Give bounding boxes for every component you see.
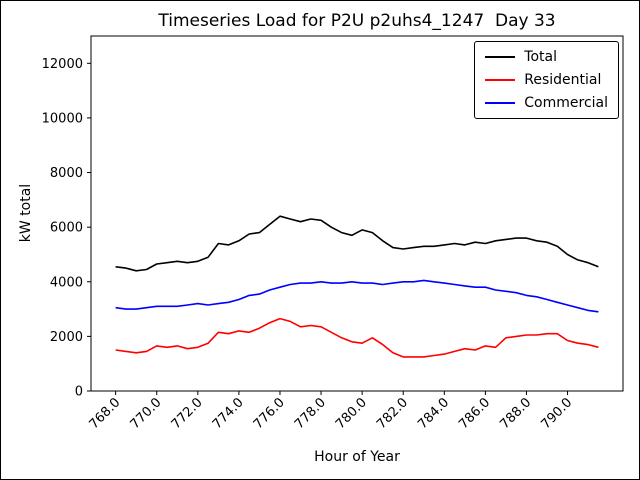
y-tick-label: 10000 [42,111,83,126]
axes-frame [90,35,624,392]
legend-line-sample [485,102,516,104]
y-tick-label: 6000 [50,221,83,236]
legend-label: Commercial [524,95,608,111]
x-tick-label: 772.0 [169,395,206,432]
legend-entry-total: Total [485,49,608,65]
y-tick-label: 12000 [42,57,83,72]
x-tick-label: 782.0 [374,395,411,432]
x-tick-label: 786.0 [456,395,493,432]
y-tick-label: 8000 [50,166,83,181]
series-line-residential [115,317,599,358]
series-line-total [115,215,599,272]
y-tick-label: 4000 [50,275,83,290]
x-tick-label: 778.0 [292,395,329,432]
legend-label: Total [524,49,557,65]
x-tick-label: 770.0 [128,395,165,432]
legend: Total Residential Commercial [474,41,619,119]
legend-label: Residential [524,72,602,88]
chart-title: Timeseries Load for P2U p2uhs4_1247 Day … [158,11,556,31]
x-tick-label: 788.0 [497,395,534,432]
x-tick-label: 780.0 [333,395,370,432]
legend-entry-residential: Residential [485,72,608,88]
legend-line-sample [485,79,516,81]
x-tick-label: 776.0 [251,395,288,432]
series-line-commercial [115,279,599,313]
y-tick-label: 2000 [50,330,83,345]
x-tick-label: 790.0 [538,395,575,432]
legend-line-sample [485,56,516,58]
x-axis-label: Hour of Year [314,449,400,465]
y-tick-label: 0 [75,385,83,400]
x-tick-label: 784.0 [415,395,452,432]
x-tick-label: 774.0 [210,395,247,432]
legend-entry-commercial: Commercial [485,95,608,111]
x-tick-label: 768.0 [87,395,124,432]
